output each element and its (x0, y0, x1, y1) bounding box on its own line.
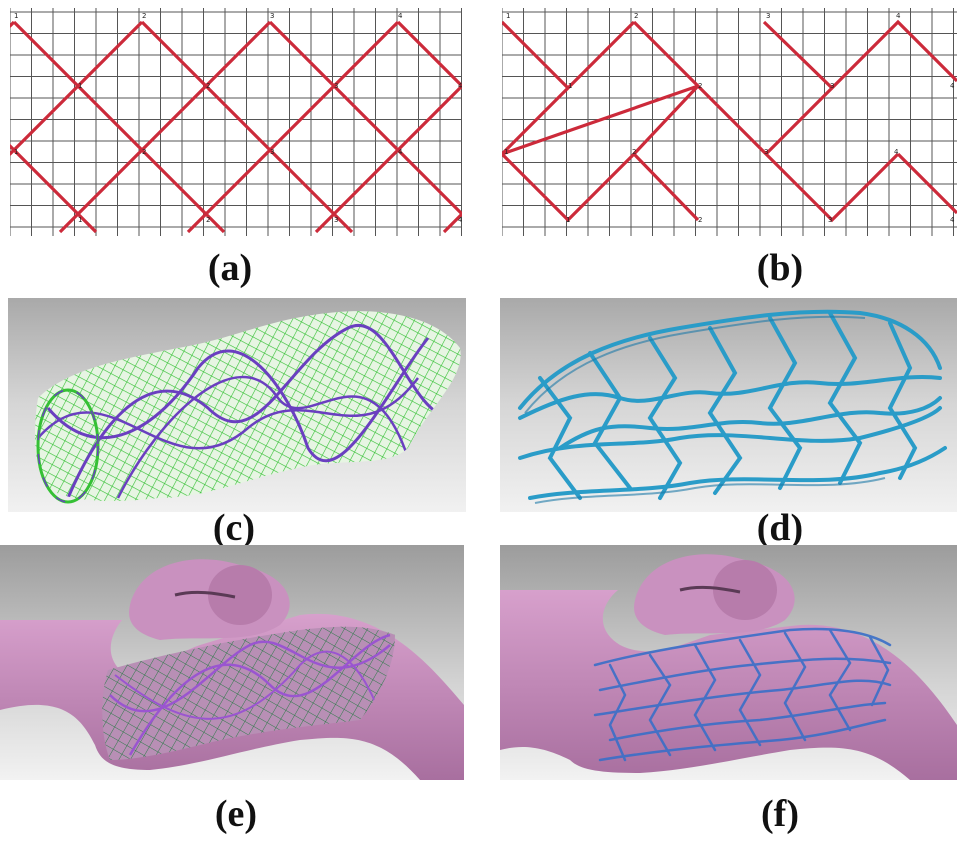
node-label-bottom: 4 (950, 216, 955, 224)
node-label-bottom: 3 (334, 216, 338, 224)
node-label-top: 2 (142, 12, 146, 20)
pattern-b-diagram: 1 2 3 4 1 2 3 4 1 2 3 4 1 2 3 4 (502, 8, 957, 236)
caption-a: (a) (207, 247, 253, 289)
node-label-lower: 1 (504, 148, 508, 156)
cut-stent-in-vessel-render (500, 545, 957, 780)
node-label-upper: 1 (568, 82, 572, 90)
cut-vessel-svg (500, 545, 957, 780)
node-label-bottom: 1 (566, 216, 570, 224)
caption-b: (b) (756, 247, 804, 289)
pattern-a-diagram: 1 2 3 4 1 2 3 4 1 2 3 4 1 2 3 4 (10, 8, 462, 236)
node-label-lower: 1 (14, 148, 18, 156)
strut-zigzag (10, 20, 462, 234)
braided-vessel-svg (0, 545, 464, 780)
node-label-top: 4 (896, 12, 901, 20)
caption-d: (d) (756, 507, 804, 549)
pattern-b-panel: 1 2 3 4 1 2 3 4 1 2 3 4 1 2 3 4 (502, 8, 957, 236)
node-label-bottom: 2 (698, 216, 702, 224)
node-label-lower: 3 (270, 148, 274, 156)
grid-lines (10, 8, 462, 236)
strut-lines (502, 19, 957, 223)
cut-stent-render (500, 298, 957, 512)
node-label-bottom: 3 (828, 216, 832, 224)
node-label-upper: 3 (830, 82, 834, 90)
node-label-upper: 2 (698, 82, 702, 90)
node-label-top: 2 (634, 12, 638, 20)
caption-f: (f) (761, 793, 799, 835)
strut-lines (10, 20, 462, 234)
node-label-bottom: 4 (458, 216, 462, 224)
node-label-top: 3 (766, 12, 770, 20)
node-label-upper: 1 (78, 82, 82, 90)
pattern-a-panel: 1 2 3 4 1 2 3 4 1 2 3 4 1 2 3 4 (10, 8, 462, 236)
braided-mesh-render (8, 298, 466, 512)
node-label-top: 1 (14, 12, 18, 20)
node-label-top: 1 (506, 12, 510, 20)
grid-lines (502, 8, 957, 236)
node-label-lower: 4 (894, 148, 899, 156)
node-label-lower: 2 (142, 148, 146, 156)
node-label-upper: 4 (458, 82, 462, 90)
node-label-top: 4 (398, 12, 403, 20)
caption-c: (c) (212, 507, 256, 549)
node-label-upper: 3 (334, 82, 338, 90)
node-label-upper: 2 (206, 82, 210, 90)
strut-pattern (502, 19, 957, 223)
node-label-lower: 4 (398, 148, 403, 156)
braided-mesh-svg (8, 298, 466, 512)
node-label-bottom: 2 (206, 216, 210, 224)
node-label-bottom: 1 (78, 216, 82, 224)
node-label-lower: 2 (632, 148, 636, 156)
caption-e: (e) (214, 793, 258, 835)
node-label-upper: 4 (950, 82, 955, 90)
braided-in-vessel-render (0, 545, 464, 780)
cut-stent-svg (500, 298, 957, 512)
node-label-lower: 3 (764, 148, 768, 156)
node-label-top: 3 (270, 12, 274, 20)
